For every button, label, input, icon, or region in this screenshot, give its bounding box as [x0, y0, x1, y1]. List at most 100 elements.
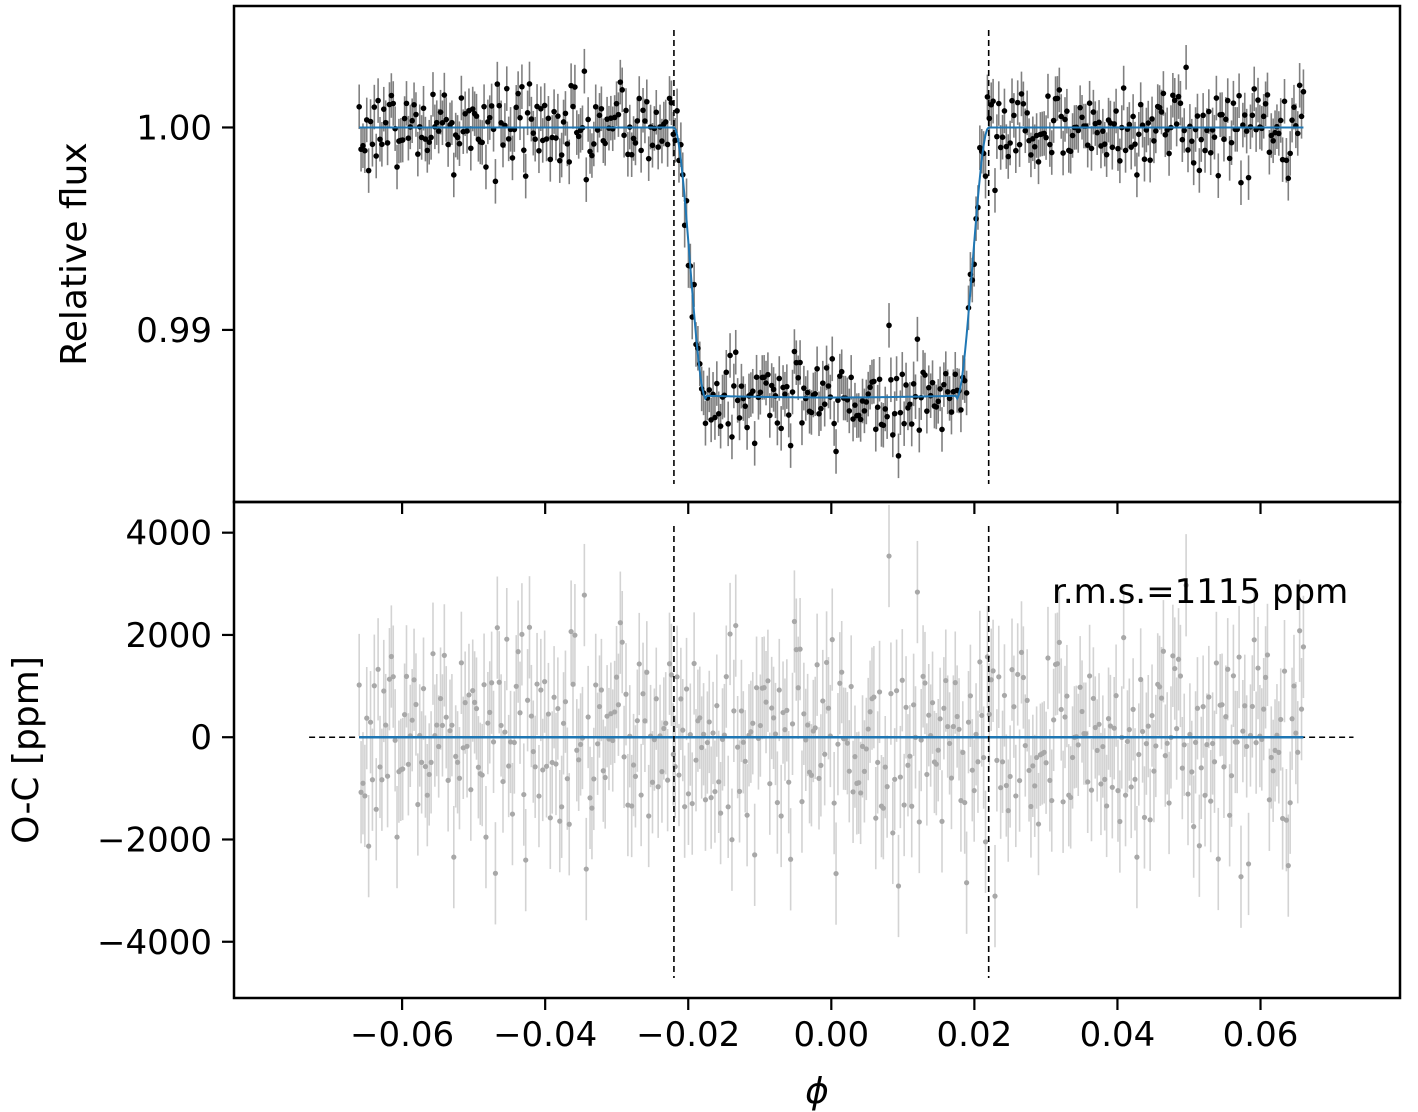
bottom-point [453, 753, 459, 760]
bottom-point [683, 686, 690, 692]
top-point [441, 92, 448, 98]
top-point [876, 376, 883, 383]
bottom-point [613, 674, 620, 680]
top-point [880, 422, 887, 429]
bottom-point [1111, 725, 1117, 731]
bottom-point [615, 702, 622, 708]
bottom-point [1295, 749, 1301, 755]
rms-annotation: r.m.s.=1115 ppm [1052, 572, 1348, 612]
bottom-point [880, 805, 886, 811]
top-point [1249, 112, 1256, 119]
top-point [937, 386, 943, 392]
top-point [1196, 167, 1203, 174]
bottom-point [941, 705, 947, 711]
bottom-point [1013, 793, 1019, 799]
bottom-point [367, 719, 374, 725]
top-point [871, 378, 877, 385]
top-point [522, 173, 529, 179]
bottom-point [400, 766, 406, 772]
top-point [462, 110, 468, 117]
top-point [1100, 128, 1106, 134]
top-point [428, 134, 434, 141]
top-point [867, 384, 873, 391]
top-transit-markers [673, 30, 990, 484]
top-point [1001, 108, 1008, 114]
bottom-point [740, 739, 746, 745]
top-point [640, 107, 646, 114]
bottom-point [504, 636, 510, 642]
top-point [948, 409, 955, 415]
bottom-point [1003, 782, 1009, 789]
bottom-point [381, 688, 387, 694]
top-point [1067, 148, 1074, 155]
top-point [1224, 97, 1231, 104]
top-point [814, 365, 820, 372]
bottom-point [587, 795, 593, 801]
bottom-y-tick-label: −4000 [97, 923, 212, 963]
bottom-point [867, 709, 873, 715]
bottom-y-tick-label: 2000 [125, 616, 212, 656]
bottom-point [674, 674, 680, 680]
bottom-point [937, 716, 943, 722]
top-point [731, 383, 737, 389]
top-point [617, 79, 624, 85]
bottom-point [422, 763, 429, 770]
bottom-point [803, 737, 809, 743]
top-point [642, 118, 648, 124]
top-point [1120, 85, 1127, 91]
bottom-point [965, 719, 972, 725]
top-point [712, 414, 718, 421]
bottom-point [1213, 660, 1219, 666]
bottom-point [782, 727, 788, 733]
bottom-point [791, 618, 798, 625]
top-point [394, 164, 400, 170]
bottom-point [846, 768, 852, 774]
bottom-point [1287, 800, 1293, 806]
bottom-point [1134, 854, 1140, 860]
bottom-point [1219, 702, 1225, 708]
top-point [1151, 138, 1157, 144]
top-point [935, 398, 942, 405]
bottom-point [458, 660, 464, 666]
top-point [952, 371, 959, 378]
top-point [776, 375, 783, 382]
top-point [1014, 99, 1021, 106]
top-point [536, 147, 542, 154]
bottom-point [449, 722, 455, 728]
bottom-point [1245, 861, 1252, 867]
top-point [1147, 157, 1153, 163]
bottom-point [876, 689, 883, 695]
top-point [914, 336, 921, 342]
bottom-point [956, 726, 962, 732]
top-point [469, 106, 476, 112]
bottom-point [1166, 800, 1172, 806]
top-point [384, 140, 391, 146]
bottom-point [1126, 727, 1132, 733]
top-point [445, 141, 451, 148]
top-point [1211, 134, 1218, 140]
bottom-point [536, 793, 542, 799]
bottom-point [566, 821, 572, 827]
bottom-point [689, 800, 695, 807]
top-point [1283, 157, 1290, 164]
top-point [360, 142, 366, 149]
bottom-point [825, 705, 832, 711]
bottom-point [498, 722, 504, 729]
bottom-point [559, 804, 565, 810]
top-point [594, 127, 601, 133]
bottom-point [772, 731, 779, 737]
top-point [422, 136, 429, 142]
x-tick-label: 0.04 [1080, 1015, 1156, 1055]
bottom-point [1170, 653, 1176, 659]
bottom-point [513, 683, 519, 689]
bottom-point [521, 791, 527, 798]
top-point [583, 176, 590, 183]
bottom-point [670, 751, 676, 757]
bottom-point [1032, 783, 1038, 789]
top-point [1075, 127, 1082, 134]
bottom-point [411, 677, 417, 683]
bottom-point [909, 803, 915, 809]
top-point [1003, 143, 1010, 150]
bottom-point [1107, 723, 1114, 729]
bottom-point [502, 729, 508, 735]
